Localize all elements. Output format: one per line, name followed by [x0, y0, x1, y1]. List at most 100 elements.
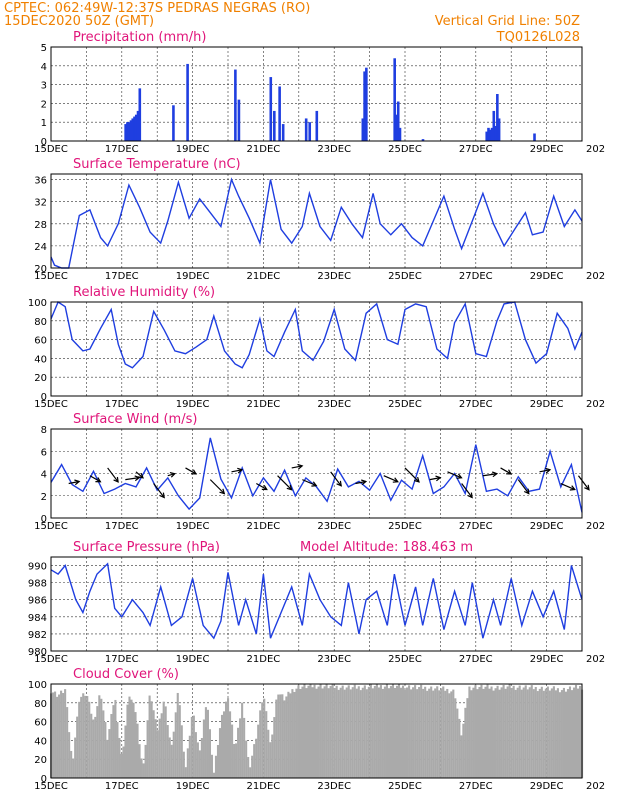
- panel-6-cloud-bar-106: [263, 698, 266, 778]
- panel-6-cloud-bar-63: [176, 692, 179, 778]
- panel-4-wind-arrow-11: [277, 475, 292, 491]
- panel-2-series-line: [50, 177, 583, 269]
- panel-2-xtick-label-end: 202: [586, 271, 605, 282]
- panel-6-cloud-bar-188: [428, 688, 431, 778]
- panel-5-series-line: [50, 562, 583, 640]
- panel-6-cloud-bar-254: [560, 690, 563, 778]
- panel-3-xtick-label-5: 25DEC: [388, 399, 422, 410]
- panel-5-xtick-label-6: 27DEC: [459, 654, 493, 665]
- panel-1-bar-23: [393, 58, 396, 141]
- panel-6-cloud-bar-170: [391, 684, 395, 778]
- panel-6-cloud-bar-56: [162, 701, 165, 778]
- panel-4-wind-arrow-2: [107, 467, 119, 483]
- panel-6-cloud-bar-227: [506, 686, 509, 778]
- panel-6-cloud-bar-211: [474, 685, 477, 778]
- panel-6-cloud-bar-148: [347, 685, 350, 778]
- panel-1-bar-12: [237, 99, 241, 141]
- panel-6-cloud-bar-114: [279, 694, 282, 778]
- panel-6-ytick-label-1: 20: [34, 755, 47, 766]
- panel-1-xtick-label-end: 202: [586, 144, 605, 155]
- panel-4-ytick-label-0: 0: [41, 514, 47, 525]
- panel-6-cloud-bar-71: [192, 715, 195, 778]
- panel-5-annotation: Model Altitude: 188.463 m: [300, 540, 473, 555]
- panel-6-cloud-bar-76: [202, 719, 205, 778]
- panel-6-xtick-label-0: 15DEC: [34, 781, 68, 792]
- panel-4-wind-arrow-head-5: [159, 492, 165, 499]
- panel-4-wind-arrow-head-14: [336, 480, 342, 487]
- panel-6-cloud-bar-246: [544, 688, 547, 778]
- panel-6-cloud-bar-229: [510, 687, 513, 778]
- panel-4-wind-arrow-head-21: [491, 471, 499, 478]
- panel-3-ytick-label-1: 20: [34, 373, 47, 384]
- panel-4-wind-arrow-1: [89, 475, 101, 483]
- panel-6-cloud-bar-18: [86, 696, 89, 778]
- panel-6-cloud-bar-70: [190, 716, 193, 778]
- panel-3-xtick-label-0: 15DEC: [34, 399, 68, 410]
- panel-6-cloud-bar-144: [339, 687, 342, 778]
- panel-6-cloud-bar-102: [255, 738, 258, 778]
- panel-3-ytick-label-2: 40: [34, 354, 47, 365]
- panel-6-cloud-bar-17: [84, 695, 87, 778]
- panel-6-cloud-bar-128: [307, 685, 310, 778]
- panel-6-cloud-bar-92: [235, 743, 238, 778]
- panel-6-cloud-bar-218: [488, 688, 491, 778]
- panel-6-cloud-bar-5: [60, 690, 63, 778]
- panel-6-cloud-bar-143: [337, 689, 340, 778]
- panel-6-cloud-bar-6: [62, 692, 65, 778]
- panel-6-cloud-bar-215: [482, 688, 485, 778]
- panel-6-cloud-bar-69: [188, 735, 191, 778]
- panel-6-cloud-bar-66: [182, 751, 185, 778]
- panel-6-cloud-bar-31: [112, 705, 115, 778]
- panel-3-xtick-label-7: 29DEC: [530, 399, 564, 410]
- panel-6-cloud-bar-40: [130, 699, 133, 778]
- panel-6-xtick-label-1: 17DEC: [105, 781, 139, 792]
- panel-6-cloud-bar-16: [82, 693, 85, 778]
- panel-6-cloud-bar-199: [450, 691, 453, 778]
- panel-6-cloud-bar-189: [430, 686, 433, 778]
- panel-6-cloud-bar-60: [170, 744, 173, 778]
- panel-6-ytick-label-4: 80: [34, 699, 47, 710]
- panel-4-wind-arrow-head-24: [545, 467, 552, 474]
- panel-6-cloud-bar-21: [92, 719, 95, 778]
- panel-1-bar-6: [134, 114, 138, 141]
- panel-6-cloud-bar-180: [412, 687, 415, 778]
- panel-6-cloud-bar-36: [122, 746, 125, 778]
- panel-1-bar-18: [308, 122, 312, 141]
- panel-6-cloud-bar-83: [216, 745, 220, 778]
- panel-4-wind-arrow-13: [302, 479, 317, 487]
- panel-6-cloud-bar-239: [530, 685, 533, 778]
- panel-6-cloud-bar-185: [422, 688, 425, 778]
- panel-6-cloud-bar-186: [424, 686, 427, 778]
- panel-3-title: Relative Humidity (%): [73, 285, 215, 300]
- panel-3-ytick-label-5: 100: [28, 298, 47, 309]
- panel-6-cloud-bar-9: [68, 732, 71, 778]
- panel-6-cloud-bar-154: [359, 690, 362, 778]
- panel-6-cloud-bar-161: [373, 685, 376, 778]
- panel-4-wind-arrow-9: [231, 469, 243, 473]
- panel-6-cloud-bar-99: [249, 767, 252, 778]
- panel-1-bar-26: [398, 127, 402, 141]
- panel-6-cloud-bar-262: [576, 688, 580, 778]
- panel-6-cloud-bar-108: [267, 729, 270, 778]
- panel-6-cloud-bar-158: [367, 686, 370, 778]
- model-header: TQ0126L028: [496, 30, 580, 45]
- panel-6-cloud-bar-52: [154, 719, 157, 778]
- panel-6-cloud-bar-202: [456, 708, 459, 778]
- panel-3-frame: [50, 301, 583, 397]
- panel-6-ytick-label-5: 100: [28, 680, 47, 691]
- panel-4-wind-arrow-head-0: [74, 479, 81, 486]
- panel-6-cloud-bar-44: [138, 744, 141, 778]
- panel-1-bar-9: [172, 105, 175, 141]
- panel-6-cloud-bar-222: [496, 685, 499, 778]
- panel-6-cloud-bar-8: [66, 707, 69, 778]
- panel-6-cloud-bar-182: [416, 689, 419, 778]
- panel-4-wind-arrow-head-23: [523, 488, 530, 495]
- panel-6-cloud-bar-206: [464, 707, 467, 778]
- panel-6-cloud-bar-193: [438, 690, 441, 778]
- panel-6-xtick-label-3: 21DEC: [247, 781, 281, 792]
- panel-6-cloud-bar-146: [343, 689, 346, 778]
- panel-6-cloud-bar-20: [90, 713, 93, 778]
- panel-6-cloud-bar-95: [241, 702, 244, 778]
- panel-1-bar-14: [273, 110, 276, 141]
- panel-6-cloud-bar-224: [500, 687, 503, 778]
